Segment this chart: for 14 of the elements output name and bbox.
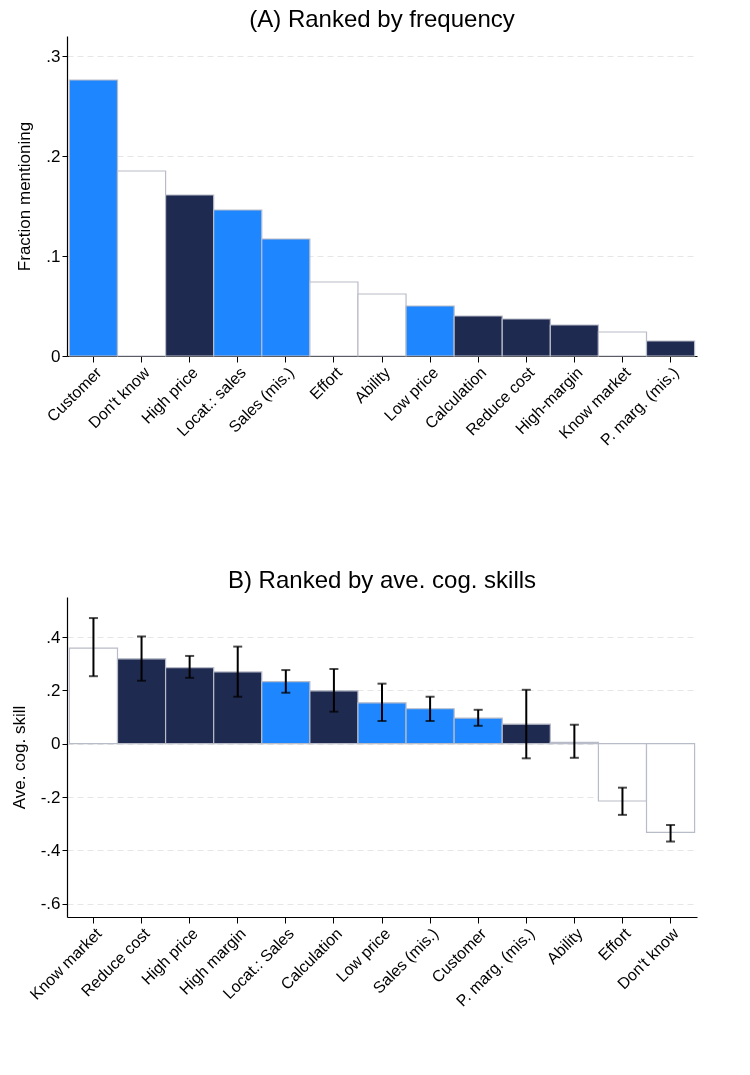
y-tick-label: 0: [51, 346, 61, 366]
y-tick-label: .1: [46, 246, 61, 266]
y-tick-label: .2: [46, 680, 61, 700]
y-tick-label: .3: [46, 46, 61, 66]
y-axis-title: Ave. cog. skill: [9, 705, 29, 810]
y-axis-title: Fraction mentioning: [15, 121, 35, 272]
y-tick-label: -.2: [40, 787, 61, 807]
chart-title: B) Ranked by ave. cog. skills: [227, 566, 537, 593]
y-tick-label: -.4: [40, 840, 61, 860]
y-tick-label: -.6: [40, 894, 61, 914]
chart-title: (A) Ranked by frequency: [249, 5, 515, 32]
y-tick-label: .4: [46, 627, 61, 647]
y-tick-label: 0: [51, 734, 61, 754]
y-tick-label: .2: [46, 146, 61, 166]
